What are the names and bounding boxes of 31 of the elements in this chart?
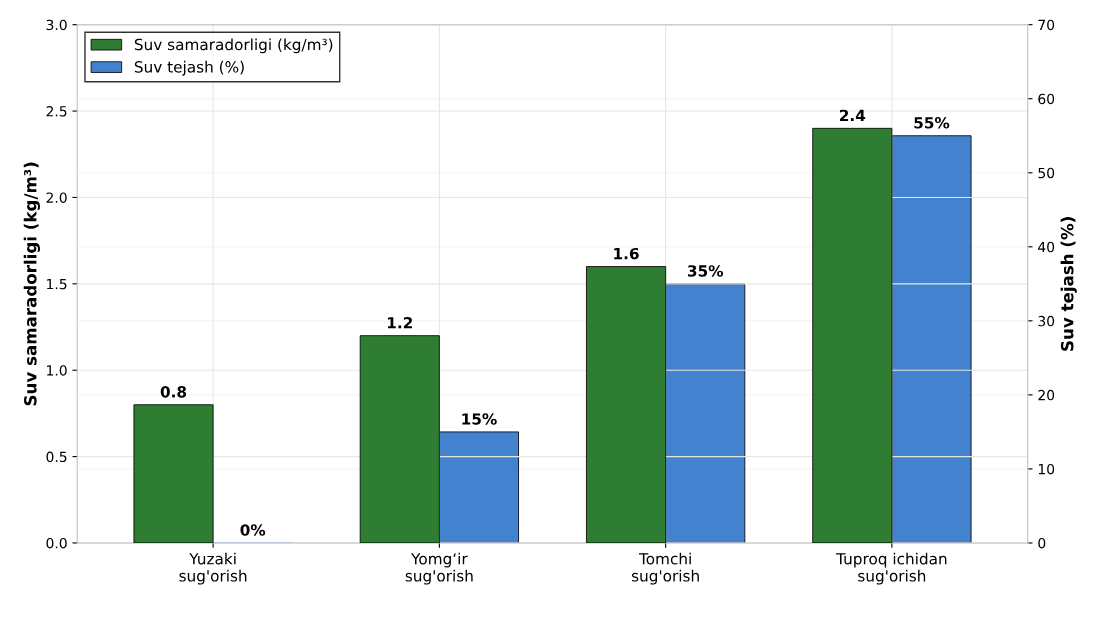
y-tick-label: 2.0 [46,192,67,203]
y-tick-label: 1.0 [47,365,67,376]
legend-label: Suv samaradorligi (kg/m³) [134,38,333,54]
y2-tick-label: 20 [1038,389,1055,401]
y2-tick-label: 30 [1038,315,1055,327]
y2-tick-label: 60 [1038,93,1055,105]
data-label: 2.4 [839,109,866,121]
y2-tick-label: 70 [1038,19,1055,31]
y2-tick-label: 40 [1038,241,1055,253]
y-tick-label: 3.0 [46,19,67,31]
data-label: 35% [687,265,724,277]
legend-label: Suv tejash (%) [134,60,244,76]
x-tick-label: Yomg‘ir sug'orish [405,552,473,585]
y-axis-title: Suv samaradorligi (kg/m³) [23,162,40,406]
y2-tick-label: 0 [1038,537,1046,549]
data-label: 0% [240,524,266,536]
data-label: 55% [914,117,950,129]
y-tick-label: 0.0 [46,537,67,549]
x-tick-label: Yuzaki sug'orish [179,552,247,585]
data-label: 0.8 [160,386,187,398]
data-label: 1.2 [387,316,412,329]
y2-axis-title: Suv tejash (%) [1060,217,1077,351]
y-tick-label: 1.5 [47,278,67,290]
x-tick-label: Tomchi sug'orish [631,552,699,585]
y2-tick-label: 50 [1038,167,1055,179]
x-tick-label: Tuproq ichidan sug'orish [836,552,947,585]
y-tick-label: 2.5 [46,106,67,117]
data-label: 1.6 [614,247,639,260]
y-tick-label: 0.5 [46,451,67,463]
y2-tick-label: 10 [1038,463,1055,475]
data-label: 15% [462,413,497,425]
